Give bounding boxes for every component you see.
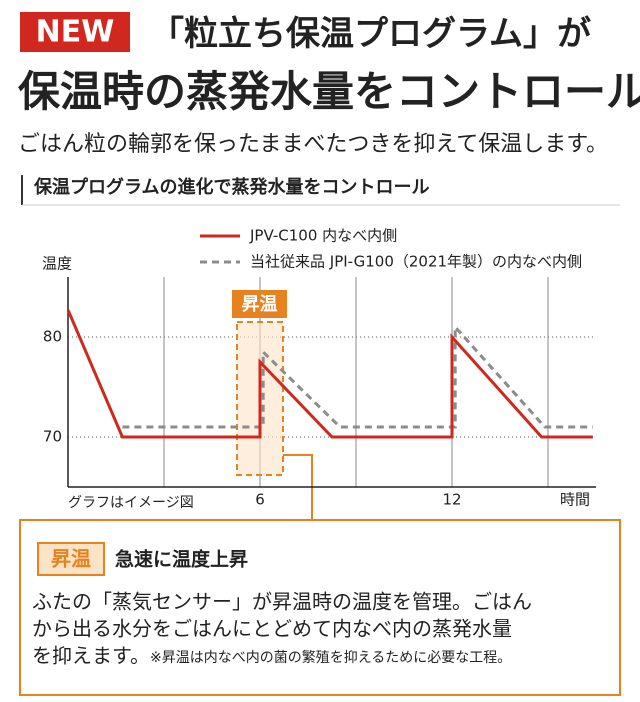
x-axis-label: 時間	[560, 491, 590, 509]
y-axis-label: 温度	[42, 255, 72, 273]
legend-label: 当社従来品 JPI-G100（2021年製）の内なべ内側	[250, 253, 582, 271]
x-tick-label: 6	[255, 491, 265, 509]
connector	[283, 454, 313, 520]
callout-tag: 昇温	[51, 547, 91, 571]
x-tick-label: 12	[442, 491, 461, 509]
legend-label: JPV-C100 内なべ内側	[249, 227, 397, 245]
title-line1: 「粒立ち保温プログラム」が	[150, 14, 591, 54]
callout-heading: 急速に温度上昇	[115, 548, 248, 571]
callout-line: から出る水分をごはんにとどめて内なべ内の蒸発水量	[32, 617, 512, 641]
callout-box	[19, 519, 621, 696]
chart-note: グラフはイメージ図	[68, 495, 194, 511]
callout-note: ※昇温は内なべ内の菌の繁殖を抑えるために必要な工程。	[150, 649, 511, 666]
section-heading: 保温プログラムの進化で蒸発水量をコントロール	[33, 176, 429, 198]
series-line	[66, 309, 593, 439]
callout-line: を抑えます。	[32, 644, 150, 668]
title-line2: 保温時の蒸発水量をコントロール。	[18, 67, 640, 116]
annotation-tag	[232, 290, 287, 318]
annotation-label: 昇温	[242, 294, 278, 315]
badge: NEW	[36, 15, 115, 50]
callout-tag-bg	[37, 542, 105, 576]
callout-line: ふたの「蒸気センサー」が昇温時の温度を管理。ごはん	[32, 590, 532, 614]
y-tick-label: 70	[43, 428, 62, 446]
series-line	[122, 323, 593, 429]
y-tick-label: 80	[43, 328, 62, 346]
subtitle: ごはん粒の輪郭を保ったままべたつきを抑えて保温します。	[18, 132, 608, 157]
badge-bg	[20, 12, 130, 52]
